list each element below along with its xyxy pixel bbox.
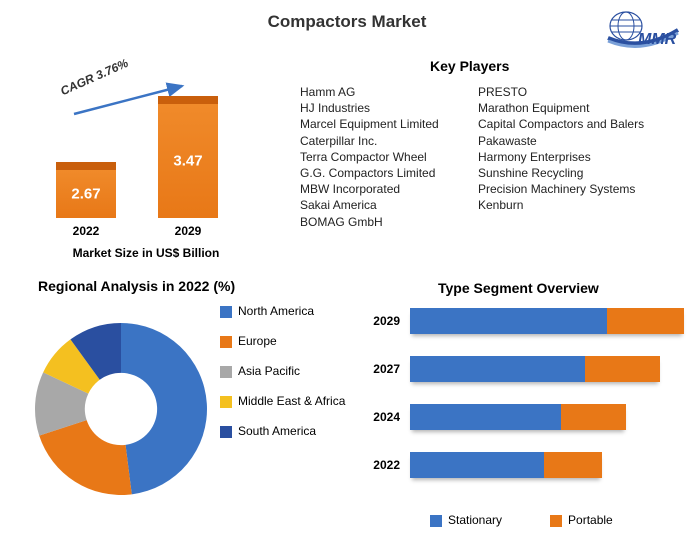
type-year-label: 2027 <box>366 362 410 376</box>
legend-item: Asia Pacific <box>220 364 345 378</box>
key-player-item: BOMAG GmbH <box>300 214 468 230</box>
type-segment-portable <box>607 308 684 334</box>
key-player-item: Marathon Equipment <box>478 100 668 116</box>
legend-swatch <box>220 336 232 348</box>
key-players-column-left: Hamm AGHJ IndustriesMarcel Equipment Lim… <box>300 84 468 230</box>
key-player-item: MBW Incorporated <box>300 181 468 197</box>
type-row: 2024 <box>366 402 686 432</box>
key-player-item: Precision Machinery Systems <box>478 181 668 197</box>
type-segment-stationary <box>410 404 561 430</box>
key-players-column-right: PRESTOMarathon EquipmentCapital Compacto… <box>478 84 668 214</box>
bar-2029: 3.47 <box>158 96 218 218</box>
legend-item: North America <box>220 304 345 318</box>
type-segment-stationary <box>410 452 544 478</box>
brand-logo: MMR <box>604 8 680 52</box>
type-segment-stationary <box>410 356 585 382</box>
legend-label: Asia Pacific <box>238 364 300 378</box>
legend-swatch <box>220 366 232 378</box>
legend-label: Europe <box>238 334 277 348</box>
legend-item: South America <box>220 424 345 438</box>
key-player-item: Capital Compactors and Balers <box>478 116 668 132</box>
bar-chart-caption: Market Size in US$ Billion <box>46 246 246 260</box>
legend-label: Portable <box>568 513 613 527</box>
legend-item: Portable <box>550 513 613 527</box>
legend-swatch <box>430 515 442 527</box>
type-segment-portable <box>585 356 660 382</box>
type-segment-stationary <box>410 308 607 334</box>
page-title: Compactors Market <box>0 12 694 32</box>
type-segment-chart: 2029 2027 2024 2022 <box>366 306 686 498</box>
bar-year-2029: 2029 <box>158 224 218 238</box>
key-player-item: Kenburn <box>478 197 668 213</box>
key-player-item: Sakai America <box>300 197 468 213</box>
key-player-item: PRESTO <box>478 84 668 100</box>
type-year-label: 2029 <box>366 314 410 328</box>
key-player-item: Hamm AG <box>300 84 468 100</box>
legend-item: Europe <box>220 334 345 348</box>
legend-swatch <box>220 426 232 438</box>
bar-value-2029: 3.47 <box>173 153 202 170</box>
type-bar <box>410 404 626 430</box>
regional-legend: North America Europe Asia Pacific Middle Ea… <box>220 304 345 454</box>
type-segment-portable <box>561 404 626 430</box>
legend-item: Middle East & Africa <box>220 394 345 408</box>
legend-swatch <box>550 515 562 527</box>
globe-icon: MMR <box>604 8 680 52</box>
bar-value-2022: 2.67 <box>71 186 100 203</box>
legend-swatch <box>220 306 232 318</box>
legend-swatch <box>220 396 232 408</box>
legend-label: South America <box>238 424 316 438</box>
logo-text: MMR <box>638 31 677 48</box>
type-row: 2029 <box>366 306 686 336</box>
type-segment-portable <box>544 452 602 478</box>
legend-label: North America <box>238 304 314 318</box>
donut-svg <box>26 314 216 504</box>
type-year-label: 2024 <box>366 410 410 424</box>
type-row: 2027 <box>366 354 686 384</box>
key-player-item: Pakawaste <box>478 133 668 149</box>
type-row: 2022 <box>366 450 686 480</box>
type-year-label: 2022 <box>366 458 410 472</box>
type-bar <box>410 308 684 334</box>
type-segment-title: Type Segment Overview <box>438 280 599 296</box>
market-size-bar-chart: CAGR 3.76% 2.67 3.47 2022 2029 Market Si… <box>46 52 266 262</box>
bar-2022: 2.67 <box>56 162 116 218</box>
bar-year-2022: 2022 <box>56 224 116 238</box>
key-player-item: G.G. Compactors Limited <box>300 165 468 181</box>
key-player-item: Sunshine Recycling <box>478 165 668 181</box>
key-player-item: Harmony Enterprises <box>478 149 668 165</box>
donut-slice <box>121 323 207 494</box>
key-player-item: Terra Compactor Wheel <box>300 149 468 165</box>
legend-label: Middle East & Africa <box>238 394 345 408</box>
key-player-item: Marcel Equipment Limited <box>300 116 468 132</box>
type-bar <box>410 356 660 382</box>
key-player-item: Caterpillar Inc. <box>300 133 468 149</box>
legend-item: Stationary <box>430 513 502 527</box>
key-players-title: Key Players <box>430 58 509 74</box>
key-player-item: HJ Industries <box>300 100 468 116</box>
legend-label: Stationary <box>448 513 502 527</box>
type-bar <box>410 452 602 478</box>
type-segment-legend: Stationary Portable <box>430 513 613 527</box>
regional-donut-chart: North America Europe Asia Pacific Middle Ea… <box>24 304 364 524</box>
regional-title: Regional Analysis in 2022 (%) <box>38 278 235 294</box>
donut-slice <box>39 420 132 495</box>
